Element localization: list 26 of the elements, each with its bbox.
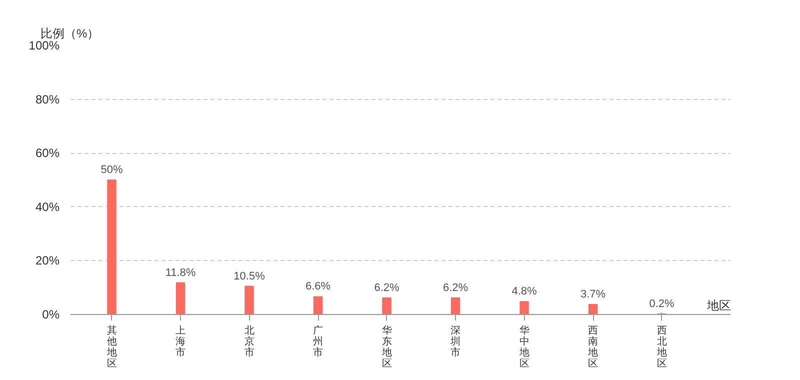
x-tick-label: 深圳市	[450, 324, 460, 358]
y-tick-label: 40%	[35, 200, 60, 214]
data-label: 0.2%	[649, 298, 675, 310]
x-axis-title: 地区	[706, 298, 731, 312]
x-tick-label: 上海市	[176, 324, 186, 358]
x-tick-label: 西南地区	[587, 326, 598, 370]
y-tick-label: 60%	[35, 146, 60, 160]
x-tick-label: 西北地区	[656, 326, 667, 370]
data-label: 6.2%	[374, 282, 400, 294]
data-label: 4.8%	[512, 286, 538, 298]
data-label: 50%	[100, 164, 123, 176]
data-label: 11.8%	[165, 266, 196, 279]
data-label: 3.7%	[580, 288, 606, 301]
y-tick-label: 80%	[35, 92, 60, 106]
x-tick-label: 广州市	[313, 324, 323, 358]
x-tick-label: 华中地区	[518, 324, 530, 370]
data-label: 6.2%	[442, 282, 468, 294]
x-tick-label: 华东地区	[380, 324, 392, 370]
data-label: 6.6%	[305, 280, 331, 293]
y-tick-label: 20%	[35, 254, 60, 268]
data-label: 10.5%	[234, 270, 266, 282]
y-axis-title: 比例（%）	[40, 26, 100, 40]
y-tick-label: 0%	[42, 308, 60, 322]
x-tick-label: 北京市	[244, 324, 254, 358]
y-tick-label: 100%	[28, 38, 60, 52]
x-tick-label: 其他地区	[106, 324, 117, 370]
